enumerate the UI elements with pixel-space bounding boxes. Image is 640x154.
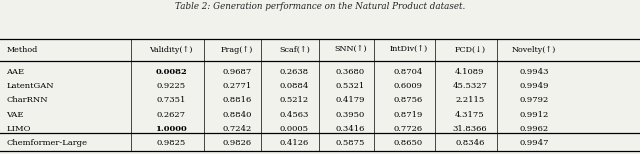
Text: IntDiv(↑): IntDiv(↑) [389,46,428,54]
Text: 0.5321: 0.5321 [336,82,365,90]
Text: 0.8756: 0.8756 [394,96,423,104]
Text: 0.7351: 0.7351 [157,96,186,104]
Text: 0.9912: 0.9912 [519,111,548,119]
Text: 0.9687: 0.9687 [222,68,252,76]
Text: 0.5212: 0.5212 [280,96,309,104]
Text: 0.3680: 0.3680 [336,68,365,76]
Text: VAE: VAE [6,111,24,119]
Text: 0.9826: 0.9826 [222,139,252,147]
Text: 0.7242: 0.7242 [222,125,252,133]
Text: SNN(↑): SNN(↑) [334,46,367,54]
Text: 31.8366: 31.8366 [452,125,487,133]
Text: 0.6009: 0.6009 [394,82,423,90]
Text: 0.9792: 0.9792 [519,96,548,104]
Text: 0.8840: 0.8840 [222,111,252,119]
Text: Method: Method [6,46,38,54]
Text: 2.2115: 2.2115 [455,96,484,104]
Text: LIMO: LIMO [6,125,31,133]
Text: 0.7726: 0.7726 [394,125,423,133]
Text: 4.1089: 4.1089 [455,68,484,76]
Text: 0.2627: 0.2627 [157,111,186,119]
Text: 45.5327: 45.5327 [452,82,487,90]
Text: FCD(↓): FCD(↓) [454,46,485,54]
Text: 0.8704: 0.8704 [394,68,423,76]
Text: 0.4179: 0.4179 [335,96,365,104]
Text: 0.9962: 0.9962 [519,125,548,133]
Text: 0.9949: 0.9949 [519,82,548,90]
Text: 0.0005: 0.0005 [280,125,309,133]
Text: 0.3950: 0.3950 [336,111,365,119]
Text: 0.2771: 0.2771 [222,82,252,90]
Text: Table 2: Generation performance on the Natural Product dataset.: Table 2: Generation performance on the N… [175,2,465,11]
Text: AAE: AAE [6,68,24,76]
Text: LatentGAN: LatentGAN [6,82,54,90]
Text: 0.4563: 0.4563 [280,111,309,119]
Text: Novelty(↑): Novelty(↑) [511,46,556,54]
Text: 4.3175: 4.3175 [455,111,484,119]
Text: CharRNN: CharRNN [6,96,48,104]
Text: 0.2638: 0.2638 [280,68,309,76]
Text: 0.0884: 0.0884 [280,82,309,90]
Text: Chemformer-Large: Chemformer-Large [6,139,88,147]
Text: 0.9225: 0.9225 [157,82,186,90]
Text: 1.0000: 1.0000 [156,125,187,133]
Text: 0.4126: 0.4126 [280,139,309,147]
Text: 0.8719: 0.8719 [394,111,423,119]
Text: 0.9947: 0.9947 [519,139,548,147]
Text: 0.9825: 0.9825 [157,139,186,147]
Text: 0.8650: 0.8650 [394,139,423,147]
Text: 0.9943: 0.9943 [519,68,548,76]
Text: 0.0082: 0.0082 [156,68,187,76]
Text: 0.3416: 0.3416 [336,125,365,133]
Text: Validity(↑): Validity(↑) [150,46,193,54]
Text: 0.8346: 0.8346 [455,139,484,147]
Text: Frag(↑): Frag(↑) [221,46,253,54]
Text: 0.8816: 0.8816 [222,96,252,104]
Text: Scaf(↑): Scaf(↑) [279,46,310,54]
Text: 0.5875: 0.5875 [336,139,365,147]
